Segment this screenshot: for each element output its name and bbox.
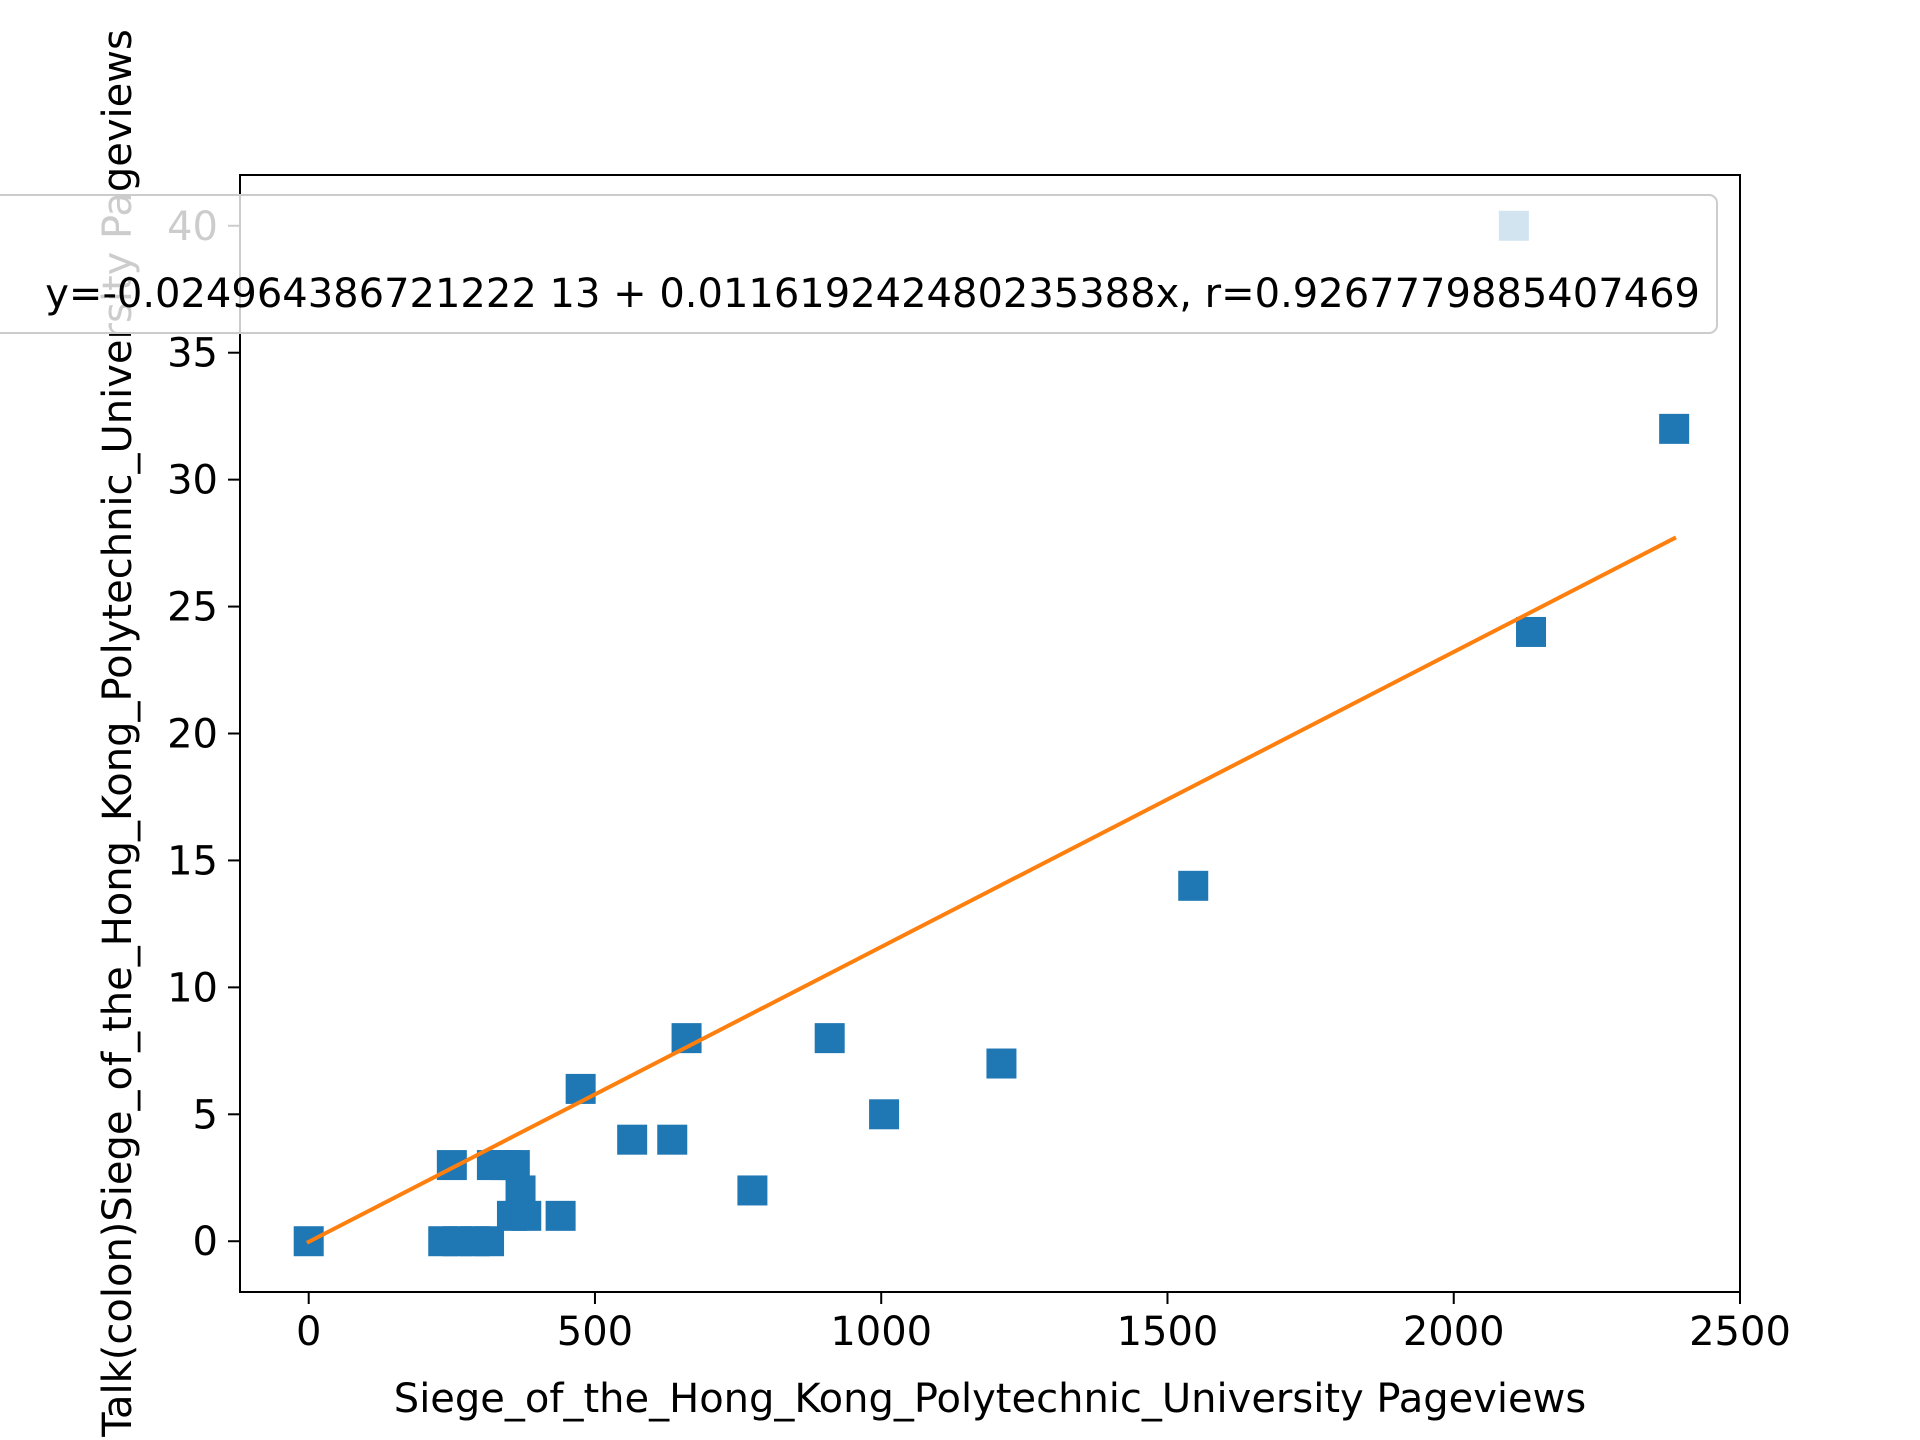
data-point: [505, 1175, 536, 1206]
data-point: [986, 1048, 1017, 1079]
y-tick-label: 0: [193, 1219, 218, 1265]
x-tick-label: 1000: [830, 1309, 932, 1355]
x-tick-label: 2000: [1403, 1309, 1505, 1355]
data-point: [814, 1023, 845, 1054]
data-point: [1178, 870, 1209, 901]
points-layer: [293, 210, 1690, 1257]
x-tick-label: 2500: [1689, 1309, 1791, 1355]
y-tick-label: 30: [167, 458, 218, 504]
fit-layer: [306, 535, 1677, 1245]
x-tick-label: 500: [557, 1309, 633, 1355]
data-point: [617, 1124, 648, 1155]
x-axis-label: Siege_of_the_Hong_Kong_Polytechnic_Unive…: [394, 1376, 1586, 1422]
data-point: [1659, 413, 1690, 444]
y-tick-label: 20: [167, 712, 218, 758]
y-tick-label: 25: [167, 585, 218, 631]
data-point: [1516, 616, 1547, 647]
legend-box: [0, 194, 1718, 334]
data-point: [545, 1200, 576, 1231]
y-tick-label: 5: [193, 1092, 218, 1138]
x-ticks: 0 500 1000 1500 2000 2500: [296, 1292, 1791, 1355]
data-point: [869, 1099, 900, 1130]
data-point: [657, 1124, 688, 1155]
x-tick-label: 1500: [1117, 1309, 1219, 1355]
data-point: [737, 1175, 768, 1206]
data-point: [511, 1200, 542, 1231]
data-point: [474, 1226, 505, 1257]
legend: y=-0.024964386721222 13 + 0.011619242480…: [0, 194, 1718, 334]
y-tick-label: 35: [167, 331, 218, 377]
legend-label: y=-0.024964386721222 13 + 0.011619242480…: [45, 271, 1700, 317]
data-point: [499, 1150, 530, 1181]
fit-line: [306, 535, 1677, 1245]
y-tick-label: 15: [167, 838, 218, 884]
x-tick-label: 0: [296, 1309, 321, 1355]
y-tick-label: 10: [167, 965, 218, 1011]
data-point: [565, 1073, 596, 1104]
